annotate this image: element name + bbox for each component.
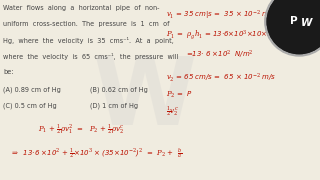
Text: where  the  velocity  is  65  cms⁻¹,  the  pressure  will: where the velocity is 65 cms⁻¹, the pres… — [3, 53, 179, 60]
Text: $P_1$ =  $\rho_g h_1$ = 13·6×10$^3$×10×2×10$^{-2}$: $P_1$ = $\rho_g h_1$ = 13·6×10$^3$×10×2×… — [166, 29, 295, 42]
Text: (A) 0.89 cm of Hg: (A) 0.89 cm of Hg — [3, 86, 61, 93]
Text: (B) 0.62 cm of Hg: (B) 0.62 cm of Hg — [90, 86, 148, 93]
Ellipse shape — [267, 0, 320, 54]
Text: Water  flows  along  a  horizontal  pipe  of  non-: Water flows along a horizontal pipe of n… — [3, 5, 160, 11]
Text: Hg,  where  the  velocity  is  35  cms⁻¹.  At  a  point,: Hg, where the velocity is 35 cms⁻¹. At a… — [3, 37, 174, 44]
Text: $P_1$ + $\frac{1}{2}$$\rho$$v_1^2$  =   $P_2$ + $\frac{1}{2}$$\rho$$v_2^c$: $P_1$ + $\frac{1}{2}$$\rho$$v_1^2$ = $P_… — [38, 122, 125, 136]
Text: be:: be: — [3, 69, 14, 75]
Text: $v_2$ = 65 cm/s =  65 × 10$^{-2}$ m/s: $v_2$ = 65 cm/s = 65 × 10$^{-2}$ m/s — [166, 72, 277, 84]
Text: $P_2$ =  P: $P_2$ = P — [166, 90, 193, 100]
Text: uniform  cross-section.  The  pressure  is  1  cm  of: uniform cross-section. The pressure is 1… — [3, 21, 170, 27]
Text: W: W — [301, 17, 312, 28]
Ellipse shape — [265, 0, 320, 56]
Text: W: W — [92, 53, 196, 145]
Text: (D) 1 cm of Hg: (D) 1 cm of Hg — [90, 103, 138, 109]
Text: (C) 0.5 cm of Hg: (C) 0.5 cm of Hg — [3, 103, 57, 109]
Text: $\frac{1}{2}$$v_2^c$: $\frac{1}{2}$$v_2^c$ — [166, 104, 179, 118]
Text: P: P — [290, 16, 298, 26]
Text: $\Rightarrow$  13·6 ×10$^2$ + $\frac{1}{2}$×10$^3$ × (35×10$^{-2}$)$^2$  =  $P_2: $\Rightarrow$ 13·6 ×10$^2$ + $\frac{1}{2… — [10, 146, 182, 160]
Text: =13· 6 ×10$^2$  N/m$^2$: =13· 6 ×10$^2$ N/m$^2$ — [186, 49, 253, 61]
Text: $v_1$ = 35 cm|s =  35 × 10$^{-2}$ m/s: $v_1$ = 35 cm|s = 35 × 10$^{-2}$ m/s — [166, 9, 277, 22]
Ellipse shape — [267, 0, 320, 54]
